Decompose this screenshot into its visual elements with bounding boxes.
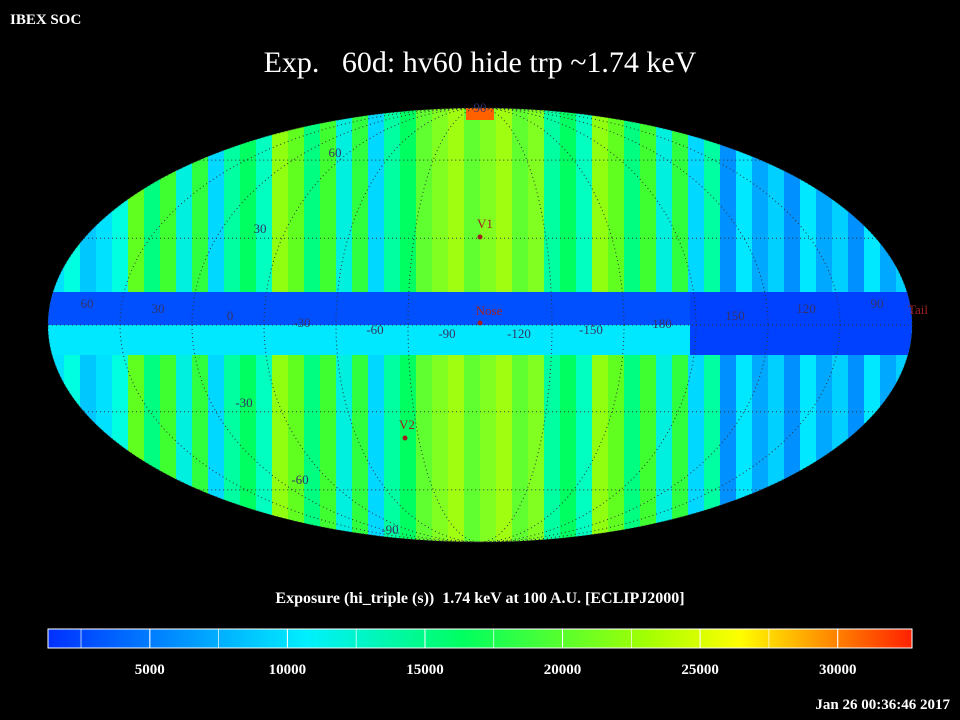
longitude-label: -60 [366,322,383,337]
marker-label: Tail [908,302,928,317]
longitude-label: -90 [438,326,455,341]
longitude-label: 120 [796,301,816,316]
timestamp: Jan 26 00:36:46 2017 [815,697,950,713]
marker-label: V2 [399,417,415,432]
map-grid [47,107,913,543]
marker-label: Nose [476,303,503,318]
marker-dot [477,234,483,240]
longitude-label: -150 [579,322,603,337]
latitude-label: 30 [254,221,267,236]
colorbar-label: Exposure (hi_triple (s)) 1.74 keV at 100… [275,590,684,607]
latitude-label: 90 [474,100,487,115]
marker-label: V1 [477,216,493,231]
map-labels: 90 60 30 -30 -60 -90 60 30 0 -30 -60 -90 -120 -150 180… [81,100,929,537]
source-label: IBEX SOC [10,12,81,28]
marker-dot [402,435,408,441]
colorbar-tick-label: 25000 [681,662,719,678]
longitude-label: 60 [81,296,94,311]
latitude-label: -60 [291,472,308,487]
longitude-label: 30 [152,301,165,316]
latitude-label: -90 [381,522,398,537]
latitude-label: -30 [235,395,252,410]
colorbar-tick-label: 20000 [544,662,582,678]
colorbar-tick-label: 5000 [135,662,165,678]
sky-pole [466,108,494,120]
longitude-label: -120 [507,326,531,341]
sky-band [690,292,912,355]
longitude-label: 0 [227,308,234,323]
marker-dot [477,320,483,326]
longitude-label: 150 [725,308,745,323]
longitude-label: 90 [871,296,884,311]
colorbar-tick-label: 15000 [406,662,444,678]
colorbar-tick-label: 30000 [819,662,857,678]
colorbar [47,628,913,649]
latitude-label: 60 [329,145,342,160]
colorbar-ticks: 5000 10000 15000 20000 25000 30000 [80,629,857,678]
sky-map [48,108,912,542]
meridian [47,107,913,543]
title: Exp. 60d: hv60 hide trp ~1.74 keV [264,46,697,79]
longitude-label: -30 [293,315,310,330]
longitude-label: 180 [652,316,672,331]
colorbar-tick-label: 10000 [269,662,307,678]
